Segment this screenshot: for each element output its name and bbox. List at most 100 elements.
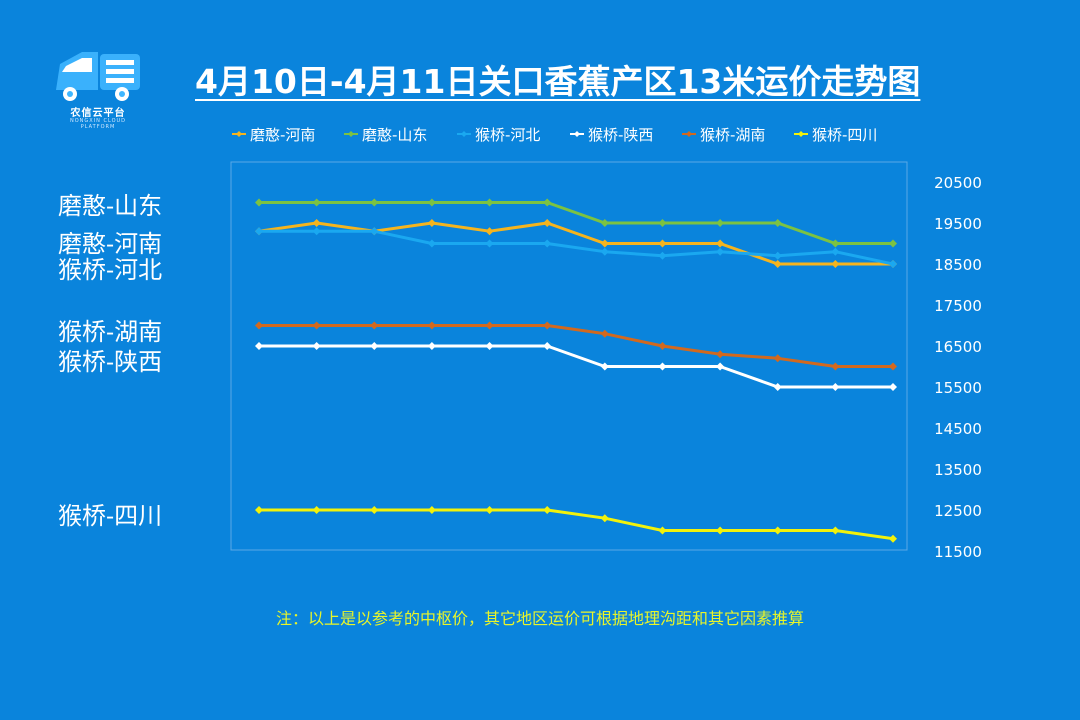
y-tick-label: 20500	[934, 174, 982, 192]
side-label-houqiao-shaanxi: 猴桥-陕西	[58, 348, 163, 376]
legend-label: 猴桥-四川	[812, 126, 877, 144]
data-point	[831, 247, 840, 256]
data-point	[255, 342, 263, 350]
y-axis: 20500 19500 18500 17500 16500 15500 14500 13500…	[934, 174, 982, 561]
legend-marker	[798, 131, 804, 137]
data-point	[889, 362, 897, 371]
data-point	[773, 354, 782, 363]
side-label-houqiao-sichuan: 猴桥-四川	[58, 502, 163, 530]
legend-item-houqiao-shaanxi: 猴桥-陕西	[570, 126, 653, 144]
chart-title: 4月10日-4月11日关口香蕉产区13米运价走势图	[195, 62, 921, 101]
data-point	[543, 219, 552, 227]
series-houqiao-sichuan	[255, 506, 897, 543]
data-point	[658, 362, 667, 371]
y-tick-label: 17500	[934, 297, 982, 315]
series-houqiao-shaanxi	[255, 342, 897, 391]
platform-logo: 农信云平台 NONGXIN CLOUD PLATFORM	[52, 46, 144, 130]
data-point	[427, 219, 436, 227]
y-tick-label: 15500	[934, 379, 982, 397]
legend-item-houqiao-hunan: 猴桥-湖南	[682, 126, 765, 144]
data-point	[600, 514, 609, 523]
data-point	[831, 362, 840, 371]
y-tick-label: 12500	[934, 502, 982, 520]
data-point	[889, 383, 897, 391]
logo-subtext: NONGXIN CLOUD PLATFORM	[69, 118, 127, 130]
data-point	[485, 239, 494, 248]
logo-text: 农信云平台	[70, 108, 126, 119]
data-point	[312, 227, 321, 236]
legend-item-houqiao-sichuan: 猴桥-四川	[794, 126, 877, 144]
data-point	[312, 342, 321, 350]
y-tick-label: 11500	[934, 543, 982, 561]
data-point	[889, 260, 897, 268]
data-point	[773, 526, 782, 535]
data-point	[716, 219, 725, 227]
data-point	[485, 227, 494, 236]
data-point	[773, 383, 782, 391]
data-point	[716, 239, 725, 248]
data-point	[600, 247, 609, 256]
data-point	[889, 534, 897, 543]
series-houqiao-hebei	[255, 227, 897, 268]
data-point	[255, 227, 263, 236]
data-point	[889, 239, 897, 248]
data-point	[427, 239, 436, 248]
series-line-mohan-shandong	[259, 201, 893, 245]
data-point	[427, 198, 436, 207]
data-point	[255, 506, 263, 514]
data-point	[370, 342, 379, 350]
data-point	[485, 198, 494, 207]
data-point	[831, 383, 840, 391]
side-label-mohan-shandong: 磨憨-山东	[58, 192, 163, 220]
data-point	[543, 342, 552, 350]
legend-marker	[686, 131, 692, 137]
data-point	[716, 350, 725, 359]
legend-marker	[348, 131, 354, 137]
series-houqiao-hunan	[255, 321, 897, 371]
data-point	[312, 219, 321, 227]
data-point	[255, 198, 263, 207]
series-lines	[255, 198, 897, 543]
data-point	[658, 239, 667, 248]
y-tick-label: 18500	[934, 256, 982, 274]
legend-item-houqiao-hebei: 猴桥-河北	[457, 126, 540, 144]
legend-item-mohan-shandong: 磨憨-山东	[344, 126, 427, 144]
data-point	[370, 227, 379, 236]
legend-marker	[461, 131, 467, 137]
data-point	[543, 506, 552, 514]
data-point	[716, 362, 725, 371]
data-point	[370, 506, 379, 514]
data-point	[427, 506, 436, 514]
data-point	[370, 198, 379, 207]
series-line-houqiao-hebei	[259, 229, 894, 266]
series-mohan-henan	[255, 219, 897, 268]
data-point	[485, 321, 494, 330]
data-point	[312, 506, 321, 514]
data-point	[658, 219, 667, 227]
legend-label: 猴桥-湖南	[700, 126, 765, 144]
data-point	[485, 506, 494, 514]
legend-marker	[574, 131, 580, 137]
data-point	[543, 321, 552, 330]
data-point	[716, 526, 725, 535]
legend-label: 磨憨-山东	[362, 126, 427, 144]
data-point	[312, 321, 321, 330]
y-tick-label: 13500	[934, 461, 982, 479]
data-point	[831, 526, 840, 535]
side-label-mohan-henan: 磨憨-河南	[58, 230, 163, 258]
data-point	[370, 321, 379, 330]
data-point	[658, 342, 667, 350]
data-point	[543, 198, 552, 207]
side-label-houqiao-hebei: 猴桥-河北	[58, 256, 163, 284]
side-label-houqiao-hunan: 猴桥-湖南	[58, 318, 163, 346]
data-point	[658, 526, 667, 535]
legend-item-mohan-henan: 磨憨-河南	[232, 126, 315, 144]
legend-label: 磨憨-河南	[250, 126, 315, 144]
data-point	[716, 247, 725, 256]
truck-logo-icon	[56, 52, 140, 101]
y-tick-label: 14500	[934, 420, 982, 438]
legend-marker	[236, 131, 242, 137]
data-point	[773, 260, 782, 268]
